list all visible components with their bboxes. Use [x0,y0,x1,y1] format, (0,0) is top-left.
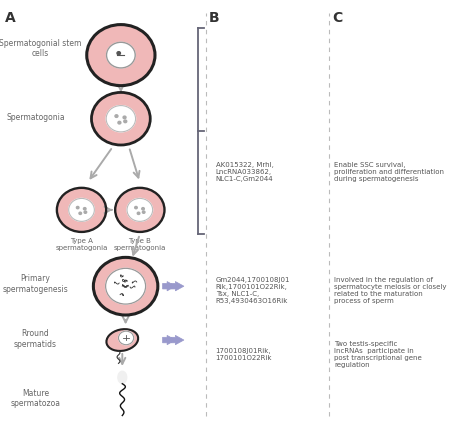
Circle shape [83,208,86,210]
Circle shape [79,212,82,215]
Text: 1700108J01Rik,
1700101O22Rik: 1700108J01Rik, 1700101O22Rik [216,348,272,360]
Circle shape [123,116,126,119]
Text: Enable SSC survival,
proliferation and differentiation
during spermatogenesis: Enable SSC survival, proliferation and d… [334,162,444,182]
Text: Rround
spermatids: Rround spermatids [14,329,57,349]
Circle shape [118,331,134,345]
Text: Involved in the regulation of
spermatocyte meiosis or closely
related to the mat: Involved in the regulation of spermatocy… [334,277,447,304]
FancyArrow shape [171,335,184,345]
Circle shape [117,52,120,55]
Circle shape [106,268,146,304]
Circle shape [115,188,164,232]
Text: Spermatogonial stem
cells: Spermatogonial stem cells [0,39,82,59]
Text: Primary
spermatogenesis: Primary spermatogenesis [3,274,68,294]
FancyArrow shape [163,335,175,345]
Circle shape [106,106,136,132]
Circle shape [57,188,106,232]
Circle shape [69,198,94,221]
Circle shape [137,212,140,215]
Circle shape [142,208,144,210]
Text: C: C [332,11,342,25]
Text: A: A [5,11,16,25]
Circle shape [91,92,150,145]
Text: Mature
spermatozoa: Mature spermatozoa [10,389,61,408]
Text: B: B [209,11,219,25]
Text: Two testis-specific
lncRNAs  participate in
post transcriptional gene
regulation: Two testis-specific lncRNAs participate … [334,340,422,368]
Circle shape [84,211,87,213]
Circle shape [76,206,79,209]
Circle shape [115,115,118,117]
Circle shape [118,121,121,124]
FancyArrow shape [163,282,175,291]
Ellipse shape [118,371,127,383]
Circle shape [124,120,127,123]
Text: Gm2044,1700108J01
Rik,1700101O22Rik,
Tsx, NLC1-C,
R53,4930463O16Rik: Gm2044,1700108J01 Rik,1700101O22Rik, Tsx… [216,277,290,304]
Circle shape [142,211,145,213]
Text: Spermatogonia: Spermatogonia [6,113,65,123]
Ellipse shape [107,329,138,351]
Circle shape [127,198,153,221]
Text: Type A
spermatogonia: Type A spermatogonia [55,238,108,251]
Circle shape [93,257,158,315]
Text: Type B
spermatogonia: Type B spermatogonia [114,238,166,251]
FancyArrow shape [171,282,184,291]
Circle shape [135,206,137,209]
Circle shape [107,42,135,68]
Text: AK015322, Mrhl,
LncRNA033862,
NLC1-C,Gm2044: AK015322, Mrhl, LncRNA033862, NLC1-C,Gm2… [216,162,273,182]
Circle shape [87,25,155,86]
